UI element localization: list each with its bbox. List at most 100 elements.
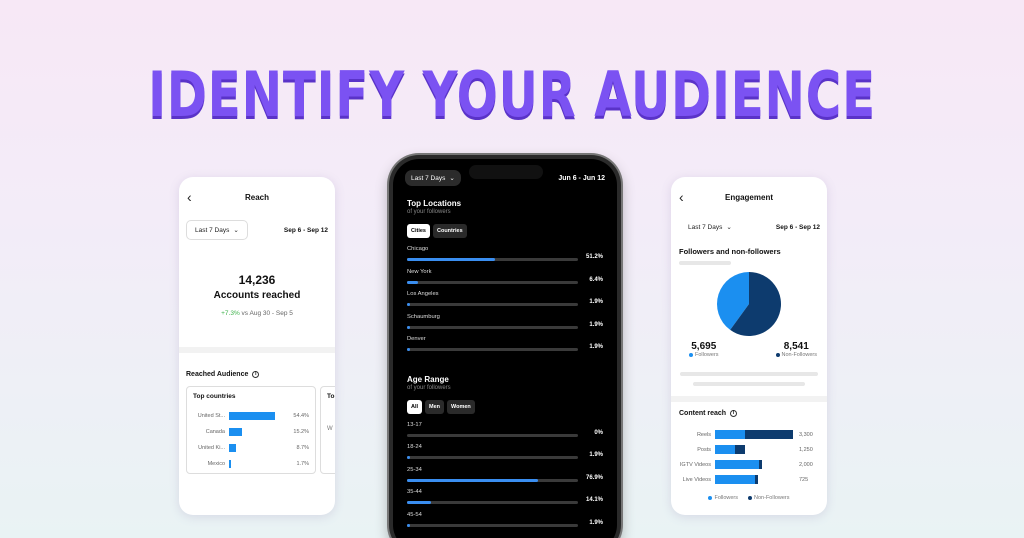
engagement-range-dates: Sep 6 - Sep 12 (775, 223, 820, 231)
chevron-down-icon: ⌄ (449, 175, 455, 182)
non-followers-segment (744, 430, 793, 439)
country-bar-track (229, 412, 289, 420)
content-reach-header: Content reach i (671, 402, 827, 427)
followers-dot-icon (708, 496, 713, 500)
divider (671, 396, 827, 402)
age-bar-fill (407, 456, 411, 459)
tab-countries[interactable]: Countries (432, 224, 467, 238)
country-name: Mexico (207, 461, 225, 467)
age-range-title: Age Range (407, 374, 449, 384)
locations-bar-fill (407, 348, 411, 351)
locations-bar-fill (407, 325, 411, 329)
content-reach-bar (715, 430, 793, 439)
locations-row: Los Angeles 1.9% (407, 291, 603, 314)
followers-legend: 5,695 Followers (689, 341, 719, 358)
content-type-name: Posts (697, 446, 711, 453)
tab-all[interactable]: All (407, 399, 423, 414)
age-row-value: 1.9% (589, 519, 603, 526)
locations-row-label: Chicago (407, 246, 429, 252)
age-bar-track (407, 456, 578, 459)
chevron-down-icon: ⌄ (233, 227, 239, 234)
followers-segment (715, 430, 745, 439)
reach-delta-rest: vs Aug 30 - Sep 5 (239, 310, 293, 317)
info-icon[interactable]: i (730, 410, 738, 417)
country-bar-track (229, 428, 289, 436)
non-followers-dot-icon (748, 496, 753, 500)
tab-cities[interactable]: Cities (407, 224, 430, 238)
pie-slice-followers (717, 272, 749, 330)
locations-row: Denver 1.9% (407, 336, 603, 359)
locations-row-value: 51.2% (585, 254, 603, 260)
top-locations-subtitle: of your followers (407, 209, 451, 215)
fnf-title: Followers and non-followers (679, 247, 781, 256)
legend-followers: Followers (714, 495, 739, 501)
age-row-label: 13-17 (407, 421, 422, 428)
non-followers-segment (758, 460, 763, 469)
engagement-range-row: Last 7 Days ⌄ Sep 6 - Sep 12 (671, 217, 827, 237)
country-bar (229, 412, 275, 420)
top-countries-carousel[interactable]: Top countries United St... 54.4% Canada 15.… (179, 386, 335, 474)
non-followers-segment (755, 475, 758, 484)
non-followers-value: 8,541 (783, 341, 809, 352)
locations-bar-track (407, 325, 578, 329)
country-name: United St... (197, 413, 225, 419)
phone-range-dropdown[interactable]: Last 7 Days ⌄ (405, 170, 461, 186)
followers-segment (715, 475, 756, 484)
country-row: Canada 15.2% (193, 424, 309, 440)
fnf-pie-wrap (671, 271, 827, 337)
info-icon[interactable]: i (252, 371, 260, 378)
age-row: 25-34 76.9% (407, 467, 603, 490)
age-bar-fill (407, 501, 432, 504)
non-followers-dot-icon (775, 353, 780, 357)
second-box-row: W (327, 426, 333, 432)
locations-bar-fill (407, 280, 418, 284)
age-range-subtitle: of your followers (407, 384, 451, 391)
placeholder-line (679, 261, 731, 265)
engagement-range-label: Last 7 Days (688, 223, 723, 231)
second-audience-box: To W (320, 386, 335, 474)
country-name: United Ki... (198, 445, 225, 451)
top-countries-box: Top countries United St... 54.4% Canada 15.… (186, 386, 316, 474)
engagement-card: ‹ Engagement Last 7 Days ⌄ Sep 6 - Sep 1… (671, 177, 827, 515)
reach-range-dropdown[interactable]: Last 7 Days ⌄ (186, 220, 248, 240)
followers-value: 5,695 (691, 341, 717, 352)
age-tabs: All Men Women (407, 399, 603, 414)
tab-women[interactable]: Women (447, 399, 475, 414)
reach-range-row: Last 7 Days ⌄ Sep 6 - Sep 12 (179, 217, 335, 243)
legend-non-followers: Non-Followers (754, 495, 790, 501)
country-bar (229, 444, 237, 452)
country-bar (229, 428, 242, 436)
back-arrow-icon[interactable]: ‹ (187, 189, 192, 205)
locations-row-label: Denver (407, 336, 426, 342)
content-reach-value: 725 (799, 476, 809, 483)
content-reach-bar (715, 445, 745, 454)
accounts-reached-box: 14,236 Accounts reached +7.3% vs Aug 30 … (179, 243, 335, 347)
locations-list: Chicago 51.2% New York 6.4% Los Angeles 1.9% S… (407, 246, 603, 359)
top-countries-title: Top countries (193, 393, 236, 400)
locations-bar-track (407, 258, 578, 261)
content-reach-bar (715, 460, 763, 469)
engagement-topbar: ‹ Engagement (671, 177, 827, 217)
content-reach-legend: Followers Non-Followers (671, 495, 827, 501)
locations-row-label: Los Angeles (407, 291, 439, 297)
age-row: 45-54 1.9% (407, 512, 603, 535)
country-bar (229, 460, 231, 468)
country-value: 8.7% (296, 445, 309, 451)
followers-dot-icon (689, 353, 693, 357)
locations-bar-track (407, 280, 578, 284)
phone-notch (469, 165, 543, 179)
engagement-range-dropdown[interactable]: Last 7 Days ⌄ (678, 221, 742, 233)
back-arrow-icon[interactable]: ‹ (679, 189, 684, 205)
age-row: 18-24 1.9% (407, 444, 603, 467)
locations-row-value: 1.9% (589, 299, 603, 305)
age-row-label: 18-24 (407, 444, 422, 450)
reach-delta-positive: +7.3% (221, 310, 240, 317)
tab-men[interactable]: Men (425, 399, 445, 414)
age-row-value: 76.9% (585, 474, 603, 481)
top-locations-title: Top Locations (407, 199, 462, 208)
content-reach-value: 2,000 (799, 461, 813, 468)
fnf-pie-chart (717, 272, 781, 336)
phone-range-row: Last 7 Days ⌄ Jun 6 - Jun 12 (393, 159, 617, 187)
age-row-label: 25-34 (407, 466, 422, 473)
reach-range-label: Last 7 Days (195, 226, 230, 234)
